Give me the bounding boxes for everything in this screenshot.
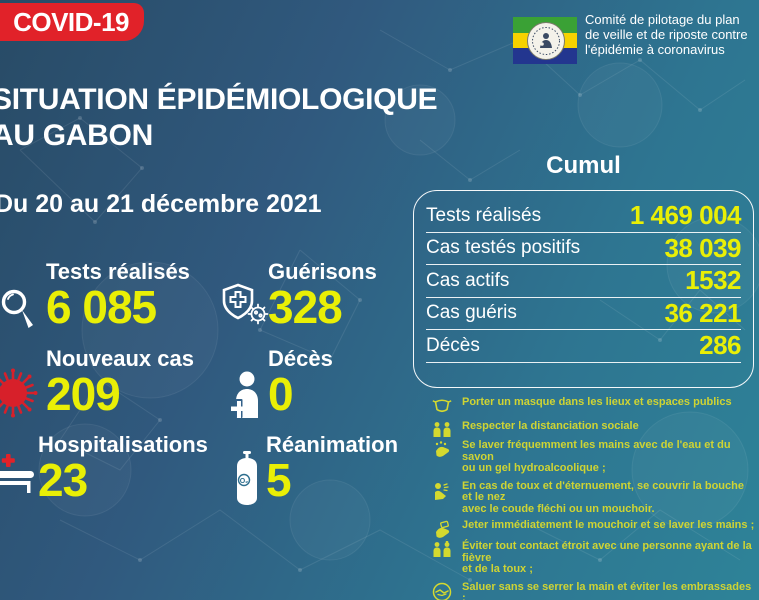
cumul-row-value: 1532 <box>685 265 741 296</box>
covid19-banner: COVID-19 <box>0 3 144 41</box>
guideline-text: Éviter tout contact étroit avec une pers… <box>462 540 752 575</box>
cumul-row-deces: Décès 286 <box>426 330 741 363</box>
magnifier-icon <box>1 289 33 328</box>
stat-value: 209 <box>46 368 121 420</box>
page-title-line2: AU GABON <box>0 119 153 152</box>
person-cross-icon <box>231 371 258 418</box>
guideline-text: Porter un masque dans les lieux et espac… <box>462 396 732 408</box>
virus-icon <box>0 368 38 418</box>
stat-guerisons: Guérisons 328 <box>268 259 377 330</box>
hospital-bed-icon <box>0 454 34 493</box>
cumul-row-value: 1 469 004 <box>629 200 742 231</box>
shield-cross-virus-icon <box>222 283 269 325</box>
cumul-row-label: Tests réalisés <box>426 204 542 226</box>
guideline-item: Éviter tout contact étroit avec une pers… <box>432 540 756 576</box>
stat-value: 6 085 <box>46 281 157 333</box>
guideline-text: Saluer sans se serrer la main et éviter … <box>462 580 752 600</box>
cumul-row-label: Cas actifs <box>426 269 510 291</box>
stat-deces: Décès 0 <box>268 346 333 417</box>
guideline-text: Jeter immédiatement le mouchoir et se la… <box>462 519 755 531</box>
stat-tests-realises: Tests réalisés 6 085 <box>46 259 190 330</box>
oxygen-tank-icon: O₂ <box>237 451 257 505</box>
cumul-heading: Cumul <box>546 152 621 179</box>
cumul-row-label: Cas guéris <box>426 302 517 324</box>
guideline-item: Porter un masque dans les lieux et espac… <box>432 396 756 415</box>
guideline-text: En cas de toux et d'éternuement, se couv… <box>462 479 744 515</box>
mask-icon <box>432 399 452 413</box>
stat-value: 5 <box>266 454 292 506</box>
stat-label: Réanimation <box>266 432 399 457</box>
guideline-item: En cas de toux et d'éternuement, se couv… <box>432 479 756 516</box>
cumul-row-gueris: Cas guéris 36 221 <box>426 297 741 330</box>
committee-caption: Comité de pilotage du plan de veille et … <box>585 12 759 58</box>
cumul-row-value: 286 <box>699 330 741 361</box>
guideline-item: Jeter immédiatement le mouchoir et se la… <box>432 519 756 540</box>
cumul-table: Tests réalisés 1 469 004 Cas testés posi… <box>413 190 754 388</box>
committee-line: l'épidémie à coronavirus <box>585 41 725 57</box>
page-title: SITUATION ÉPIDÉMIOLOGIQUE AU GABON <box>0 82 438 154</box>
committee-line: de veille et de riposte contre <box>585 26 748 42</box>
guideline-item: Se laver fréquemment les mains avec de l… <box>432 439 756 475</box>
committee-line: Comité de pilotage du plan <box>585 12 740 27</box>
throw-tissue-icon <box>436 520 450 538</box>
no-handshake-icon <box>432 582 452 600</box>
guideline-item: Saluer sans se serrer la main et éviter … <box>432 580 756 600</box>
cough-elbow-icon <box>435 482 449 500</box>
guidelines-list: Porter un masque dans les lieux et espac… <box>432 396 756 600</box>
cumul-row-actifs: Cas actifs 1532 <box>426 265 741 298</box>
stat-label: Guérisons <box>268 259 377 284</box>
guideline-text: Respecter la distanciation sociale <box>462 420 639 432</box>
social-distance-icon <box>433 422 451 437</box>
hand-wash-icon <box>435 441 450 457</box>
stat-value: 0 <box>268 368 294 420</box>
stat-value: 23 <box>38 454 88 506</box>
cumul-row-positifs: Cas testés positifs 38 039 <box>426 232 741 265</box>
svg-text:O₂: O₂ <box>240 478 249 485</box>
cumul-row-value: 36 221 <box>664 297 741 328</box>
cumul-row-tests: Tests réalisés 1 469 004 <box>426 200 742 233</box>
cumul-row-label: Décès <box>426 334 480 356</box>
cumul-row-label: Cas testés positifs <box>426 237 581 259</box>
stat-value: 328 <box>268 281 343 333</box>
gabon-coat-of-arms <box>527 22 565 60</box>
stat-hospitalisations: Hospitalisations 23 <box>38 432 208 503</box>
stat-label: Décès <box>268 346 333 371</box>
stat-nouveaux-cas: Nouveaux cas 209 <box>46 346 194 417</box>
avoid-contact-icon <box>433 541 451 557</box>
stat-reanimation: Réanimation 5 <box>266 432 398 503</box>
reporting-period: Du 20 au 21 décembre 2021 <box>0 190 322 218</box>
gabon-flag-logo <box>513 17 577 64</box>
page-title-line1: SITUATION ÉPIDÉMIOLOGIQUE <box>0 83 438 116</box>
cumul-row-value: 38 039 <box>664 232 741 263</box>
stat-label: Tests réalisés <box>46 259 190 284</box>
covid19-banner-label: COVID-19 <box>13 6 129 37</box>
stat-label: Nouveaux cas <box>46 346 194 371</box>
stat-label: Hospitalisations <box>38 432 208 457</box>
guideline-item: Respecter la distanciation sociale <box>432 420 756 439</box>
guideline-text: Se laver fréquemment les mains avec de l… <box>462 439 731 474</box>
